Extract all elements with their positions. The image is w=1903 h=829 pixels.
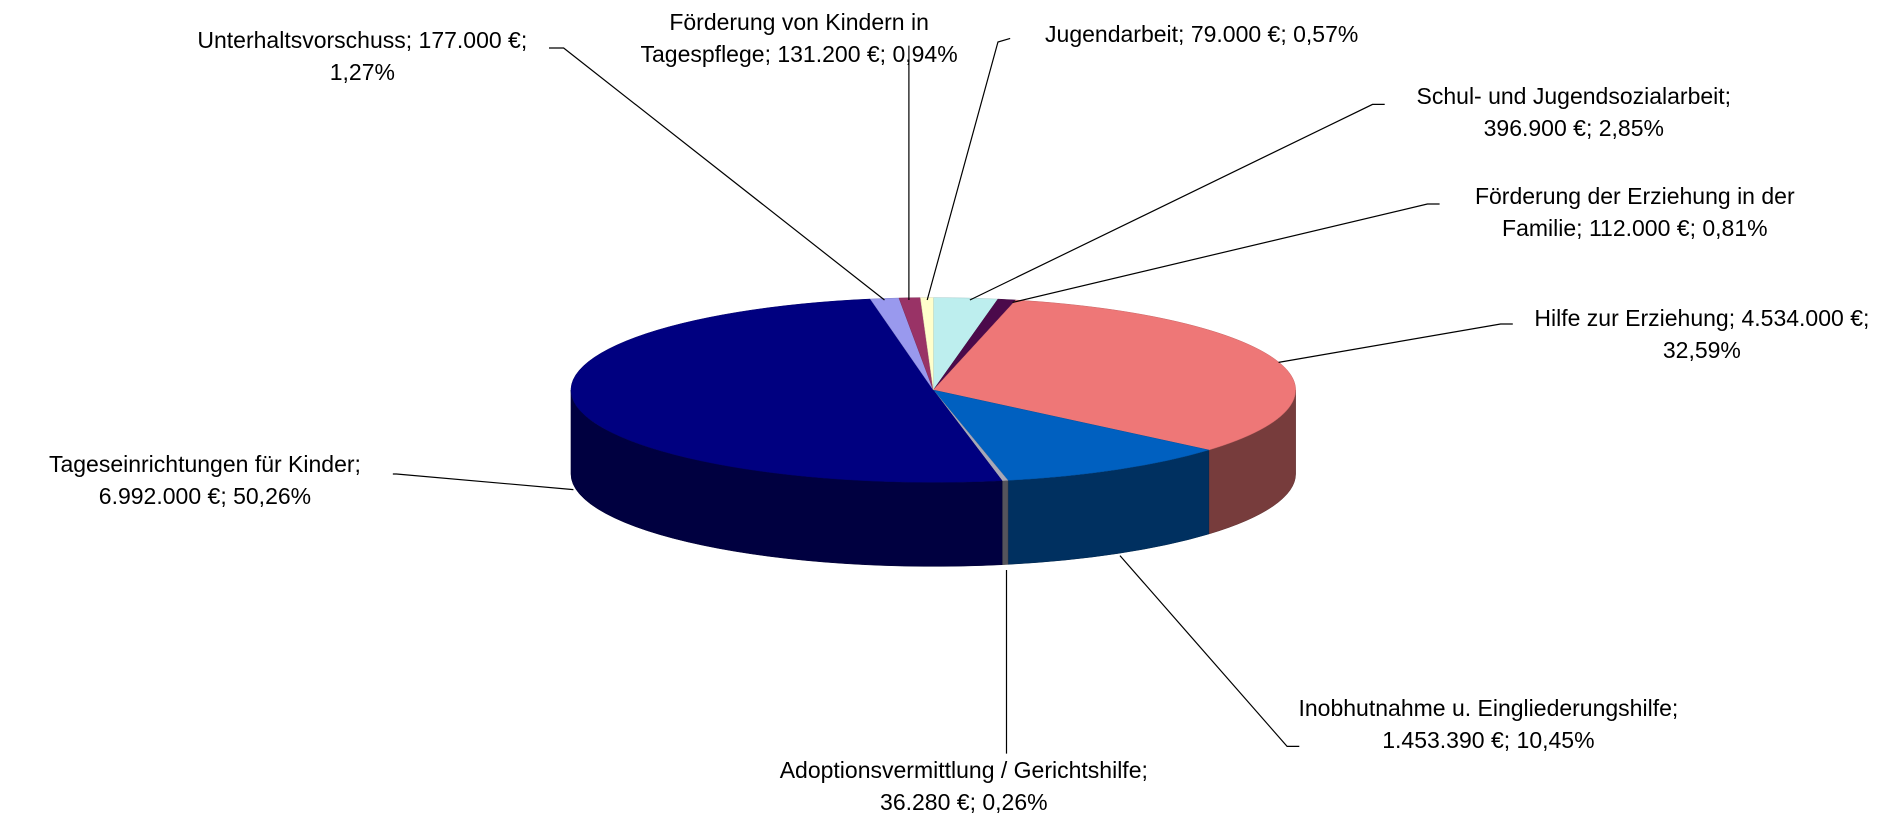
- label-percentage: 0,26%: [982, 789, 1048, 816]
- slice: [932, 299, 1296, 451]
- label-category: Förderung der Erziehung in der Familie: [1474, 182, 1795, 241]
- slice: [932, 389, 1209, 481]
- label-separator: ;: [405, 26, 419, 53]
- label-separator: ;: [1671, 695, 1679, 721]
- label-separator: ;: [354, 451, 361, 478]
- pie-sides: [570, 389, 1296, 567]
- label-separator: ;: [520, 26, 528, 53]
- label-separator: ;: [879, 40, 893, 67]
- label-percentage: 0,57%: [1293, 20, 1359, 47]
- label-category: Förderung von Kindern in Tagespflege: [640, 8, 929, 67]
- data-label: Schul- und Jugendsozialarbeit; 396.900 €…: [1374, 80, 1774, 144]
- label-separator: ;: [1689, 214, 1703, 241]
- leader-line: [392, 473, 574, 491]
- label-value: 1.453.390 €: [1382, 727, 1504, 753]
- data-label: Jugendarbeit; 79.000 €; 0,57%: [992, 18, 1412, 50]
- pie-tops: [570, 297, 1296, 483]
- data-label: Adoptionsvermittlung / Gerichtshilfe; 36…: [771, 754, 1156, 818]
- label-percentage: 32,59%: [1662, 337, 1741, 363]
- leader-line: [1119, 555, 1300, 748]
- label-percentage: 10,45%: [1516, 727, 1595, 753]
- label-percentage: 0,94%: [892, 40, 958, 67]
- label-category: Inobhutnahme u. Eingliederungshilfe: [1298, 695, 1672, 721]
- slice-side: [1001, 480, 1009, 565]
- leader-line: [969, 103, 1385, 301]
- label-separator: ;: [1863, 305, 1870, 331]
- label-separator: ;: [1724, 83, 1732, 109]
- label-percentage: 1,27%: [329, 58, 395, 85]
- label-separator: ;: [1585, 115, 1599, 141]
- label-separator: ;: [1280, 20, 1294, 47]
- label-percentage: 50,26%: [233, 483, 312, 510]
- label-separator: ;: [1178, 20, 1191, 47]
- data-label: Hilfe zur Erziehung; 4.534.000 €; 32,59%: [1512, 302, 1892, 366]
- label-value: 4.534.000 €: [1741, 305, 1863, 331]
- label-value: 36.280 €: [880, 789, 970, 816]
- label-value: 6.992.000 €: [98, 483, 221, 510]
- data-label: Förderung von Kindern in Tagespflege; 13…: [602, 6, 997, 70]
- data-label: Förderung der Erziehung in der Familie; …: [1435, 180, 1835, 244]
- label-category: Unterhaltsvorschuss: [197, 26, 406, 53]
- leader-line: [549, 47, 885, 301]
- slice: [570, 298, 1003, 483]
- label-category: Tageseinrichtungen für Kinder: [48, 451, 355, 478]
- data-label: Inobhutnahme u. Eingliederungshilfe; 1.4…: [1298, 692, 1679, 756]
- leader-line: [1012, 203, 1440, 303]
- label-separator: ;: [1576, 214, 1589, 241]
- label-category: Hilfe zur Erziehung: [1534, 305, 1729, 331]
- label-percentage: 0,81%: [1702, 214, 1768, 241]
- label-value: 177.000 €: [418, 26, 521, 53]
- label-category: Jugendarbeit: [1045, 20, 1179, 47]
- data-label: Unterhaltsvorschuss; 177.000 €; 1,27%: [175, 24, 550, 88]
- label-separator: ;: [1503, 727, 1517, 753]
- slice: [920, 297, 934, 391]
- label-value: 112.000 €: [1588, 214, 1690, 241]
- data-label: Tageseinrichtungen für Kinder; 6.992.000…: [12, 448, 397, 512]
- leader-line: [926, 37, 1011, 301]
- label-separator: ;: [764, 40, 778, 67]
- label-value: 396.900 €: [1483, 115, 1586, 141]
- label-separator: ;: [220, 483, 234, 510]
- label-separator: ;: [969, 789, 983, 816]
- label-value: 79.000 €: [1190, 20, 1281, 47]
- label-value: 131.200 €: [777, 40, 880, 67]
- label-category: Adoptionsvermittlung / Gerichtshilfe: [779, 757, 1142, 784]
- label-percentage: 2,85%: [1598, 115, 1664, 141]
- label-separator: ;: [1728, 305, 1742, 331]
- label-category: Schul- und Jugendsozialarbeit: [1416, 83, 1725, 109]
- label-separator: ;: [1141, 757, 1148, 784]
- leader-line: [1278, 323, 1513, 363]
